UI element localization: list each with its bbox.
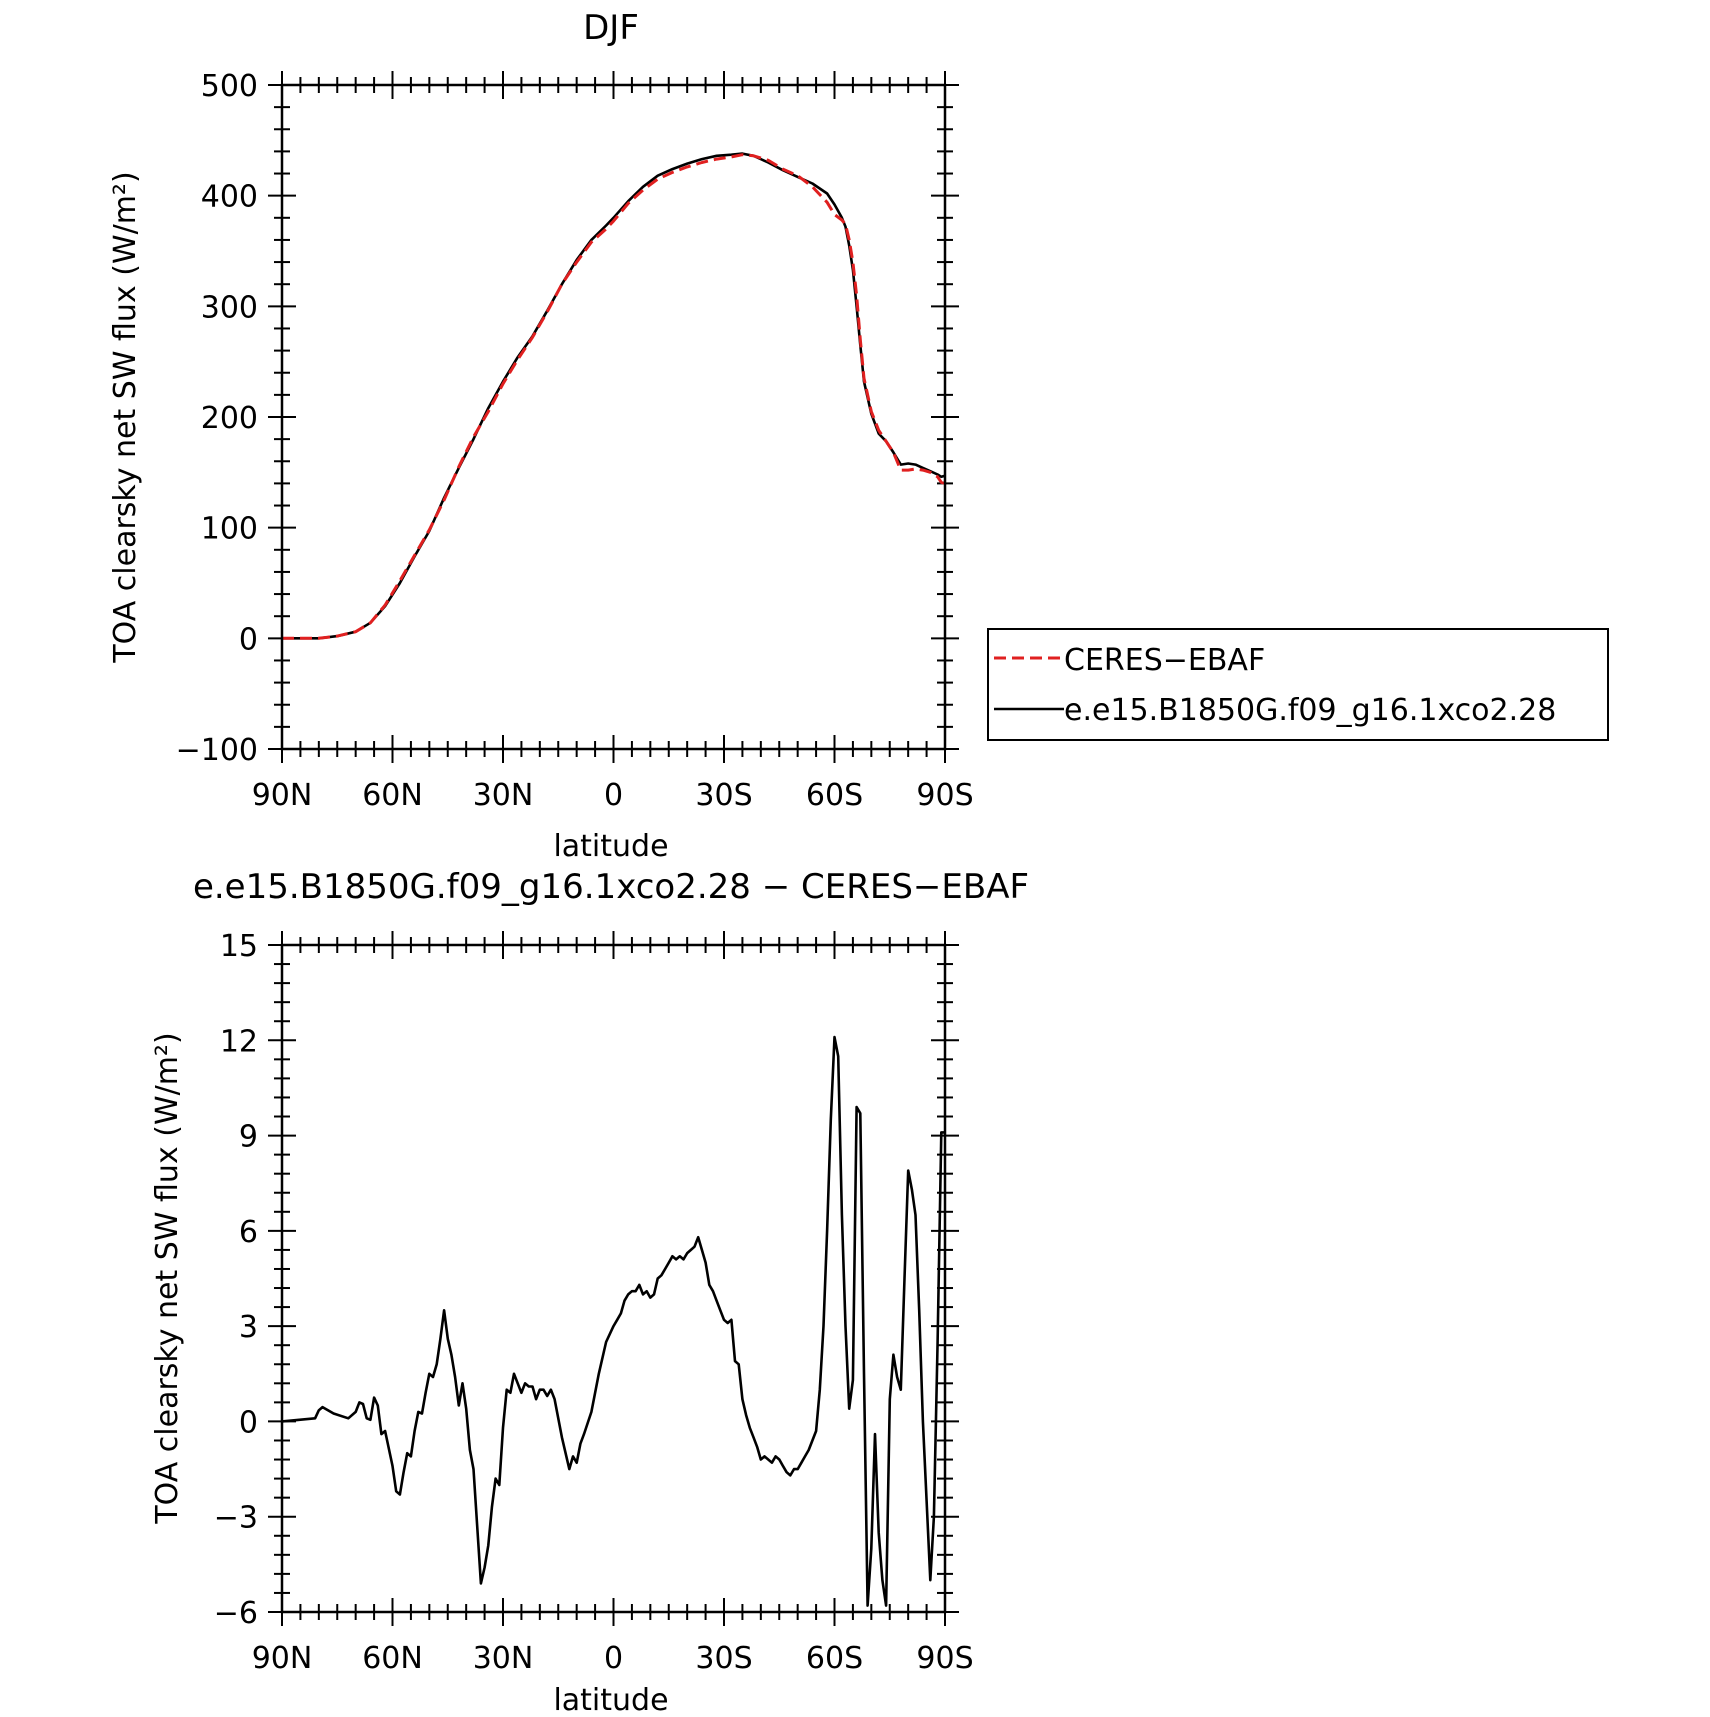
bottom-x-axis-label: latitude bbox=[553, 1683, 668, 1717]
top-plot-frame bbox=[280, 83, 947, 751]
y-tick-label: 400 bbox=[201, 180, 258, 215]
y-tick-label: 100 bbox=[201, 512, 258, 547]
bottom-y-tick-labels: −6 −3 0 3 6 9 12 15 bbox=[214, 929, 258, 1631]
series-line-e-e15-b1850g-f09-g16-1xco2-28 bbox=[282, 152, 946, 640]
y-tick-label: 12 bbox=[220, 1024, 258, 1059]
y-tick-label: 200 bbox=[201, 401, 258, 436]
top-ticks bbox=[268, 71, 959, 763]
legend-label-model: e.e15.B1850G.f09_g16.1xco2.28 bbox=[1064, 693, 1556, 728]
top-y-tick-labels: −100 0 100 200 300 400 500 bbox=[176, 69, 258, 768]
legend: CERES−EBAF e.e15.B1850G.f09_g16.1xco2.28 bbox=[987, 628, 1609, 741]
x-tick-label: 30N bbox=[473, 778, 534, 813]
legend-box bbox=[987, 628, 1609, 741]
x-tick-label: 90N bbox=[252, 778, 313, 813]
x-tick-label: 90N bbox=[252, 1641, 313, 1676]
x-tick-label: 30N bbox=[473, 1641, 534, 1676]
bottom-panel: e.e15.B1850G.f09_g16.1xco2.28 − CERES−EB… bbox=[150, 867, 1029, 1717]
x-tick-label: 90S bbox=[916, 778, 973, 813]
x-tick-label: 90S bbox=[916, 1641, 973, 1676]
top-panel: DJF −100 0 100 200 300 400 500 90N 60N 30N 0 30S 60… bbox=[108, 8, 974, 864]
x-tick-label: 0 bbox=[604, 778, 623, 813]
difference-series-line bbox=[281, 1035, 945, 1607]
x-tick-label: 60N bbox=[362, 778, 423, 813]
y-tick-label: 300 bbox=[201, 290, 258, 325]
y-tick-label: 6 bbox=[239, 1215, 258, 1250]
x-tick-label: 60N bbox=[362, 1641, 423, 1676]
y-tick-label: 9 bbox=[239, 1120, 258, 1155]
y-tick-label: 0 bbox=[239, 1405, 258, 1440]
top-series bbox=[282, 152, 946, 640]
x-tick-label: 60S bbox=[806, 778, 863, 813]
x-tick-label: 30S bbox=[695, 778, 752, 813]
bottom-y-axis-label: TOA clearsky net SW flux (W/m²) bbox=[150, 1032, 185, 1524]
y-tick-label: 15 bbox=[220, 929, 258, 964]
y-tick-label: −100 bbox=[176, 733, 258, 768]
bottom-chart-title: e.e15.B1850G.f09_g16.1xco2.28 − CERES−EB… bbox=[193, 867, 1029, 907]
top-x-tick-labels: 90N 60N 30N 0 30S 60S 90S bbox=[252, 778, 974, 813]
x-tick-label: 60S bbox=[806, 1641, 863, 1676]
bottom-x-tick-labels: 90N 60N 30N 0 30S 60S 90S bbox=[252, 1641, 974, 1676]
x-tick-label: 30S bbox=[695, 1641, 752, 1676]
y-tick-label: 3 bbox=[239, 1310, 258, 1345]
x-tick-label: 0 bbox=[604, 1641, 623, 1676]
y-tick-label: 0 bbox=[239, 622, 258, 657]
y-tick-label: −3 bbox=[214, 1501, 258, 1536]
legend-label-ceres: CERES−EBAF bbox=[1064, 643, 1265, 678]
y-tick-label: 500 bbox=[201, 69, 258, 104]
bottom-plot-frame bbox=[280, 943, 947, 1614]
top-chart-title: DJF bbox=[583, 8, 639, 48]
series-line-ceres-ebaf bbox=[282, 153, 946, 640]
bottom-series bbox=[281, 1035, 945, 1607]
y-tick-label: −6 bbox=[214, 1596, 258, 1631]
top-x-axis-label: latitude bbox=[553, 829, 668, 864]
top-y-axis-label: TOA clearsky net SW flux (W/m²) bbox=[108, 171, 143, 663]
